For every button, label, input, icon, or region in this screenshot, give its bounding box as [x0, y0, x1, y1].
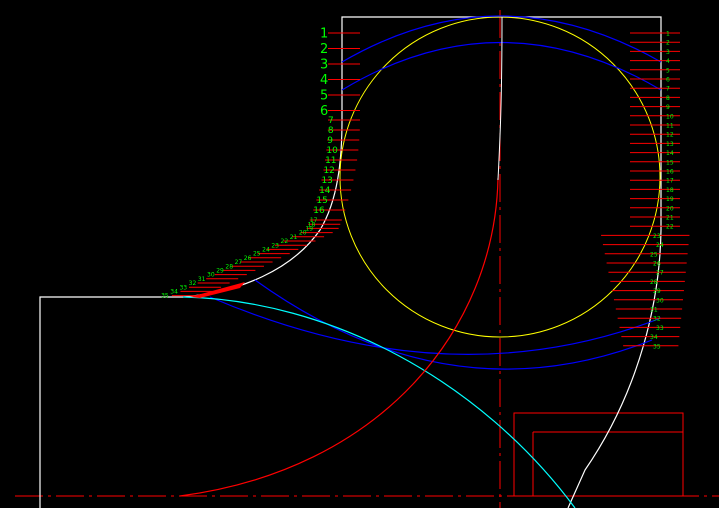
- left-label: 11: [325, 156, 336, 166]
- white-center-line: [497, 16, 503, 181]
- red-block-outer: [513, 412, 684, 497]
- right-label: 14: [666, 150, 674, 157]
- right-label-group: 1234567891011121314151617181920212223242…: [650, 31, 674, 351]
- blue-arc-second: [341, 42, 662, 91]
- left-label: 4: [320, 73, 328, 88]
- left-tick-group: [171, 32, 360, 297]
- left-label: 35: [161, 293, 169, 300]
- right-label: 5: [666, 67, 670, 74]
- right-label: 35: [653, 343, 661, 350]
- left-label: 16: [313, 206, 325, 216]
- right-label: 9: [666, 104, 670, 111]
- right-label: 31: [650, 307, 658, 314]
- left-label: 9: [327, 136, 333, 146]
- left-label: 1: [320, 27, 328, 42]
- right-label: 8: [666, 95, 670, 102]
- right-label: 4: [666, 58, 670, 65]
- blue-arc-upper: [341, 15, 662, 63]
- left-label: 20: [299, 230, 307, 237]
- right-label: 2: [666, 40, 670, 47]
- right-label: 29: [653, 288, 661, 295]
- left-label: 13: [321, 176, 332, 186]
- right-label: 18: [666, 187, 674, 194]
- right-label: 10: [666, 113, 674, 120]
- left-label: 17: [310, 217, 318, 224]
- left-label: 31: [198, 276, 206, 283]
- right-label: 21: [666, 215, 674, 222]
- left-label: 23: [271, 242, 279, 249]
- left-label: 30: [207, 272, 215, 279]
- left-label: 15: [316, 196, 327, 206]
- left-label: 28: [225, 263, 233, 270]
- left-label: 5: [320, 89, 328, 104]
- right-tick-group: [601, 32, 690, 347]
- right-label: 7: [666, 86, 670, 93]
- left-label: 18: [308, 221, 316, 228]
- left-label: 27: [235, 259, 243, 266]
- right-label: 23: [653, 233, 661, 240]
- left-label: 25: [253, 251, 261, 258]
- left-label: 7: [328, 116, 334, 126]
- yellow-circle: [339, 16, 661, 338]
- right-label: 16: [666, 169, 674, 176]
- left-label: 19: [305, 226, 313, 233]
- left-label-group: 1234567891011121314151617181920212223242…: [161, 27, 338, 300]
- right-label: 6: [666, 77, 670, 84]
- right-label: 19: [666, 196, 674, 203]
- right-label: 27: [656, 270, 664, 277]
- right-label: 20: [666, 205, 674, 212]
- right-label: 28: [650, 279, 658, 286]
- right-label: 32: [653, 316, 661, 323]
- left-label: 10: [326, 146, 338, 156]
- blue-arc-lower-2: [254, 279, 653, 370]
- left-label: 3: [320, 58, 328, 73]
- part-outline: [39, 16, 662, 508]
- left-label: 24: [262, 247, 270, 254]
- right-label: 11: [666, 123, 674, 130]
- red-profile-curve: [179, 177, 499, 497]
- right-label: 3: [666, 49, 670, 56]
- left-label: 6: [320, 104, 328, 119]
- right-label: 12: [666, 132, 674, 139]
- left-label: 33: [179, 284, 187, 291]
- red-fillet-wedge: [190, 282, 245, 298]
- right-label: 24: [656, 242, 664, 249]
- left-label: 8: [328, 126, 334, 136]
- left-label: 2: [320, 42, 328, 57]
- left-label: 34: [170, 289, 178, 296]
- left-label: 29: [216, 268, 224, 275]
- blue-arc-lower-1: [209, 296, 662, 355]
- right-label: 17: [666, 178, 674, 185]
- right-label: 30: [656, 297, 664, 304]
- right-label: 25: [650, 251, 658, 258]
- left-label: 32: [189, 280, 197, 287]
- right-label: 22: [666, 224, 674, 231]
- left-label: 22: [281, 238, 289, 245]
- left-label: 21: [290, 234, 298, 241]
- left-label: 12: [323, 166, 334, 176]
- cyan-curve: [182, 296, 576, 508]
- right-label: 34: [650, 334, 658, 341]
- right-label: 33: [656, 325, 664, 332]
- right-label: 13: [666, 141, 674, 148]
- right-label: 15: [666, 159, 674, 166]
- right-label: 1: [666, 31, 670, 38]
- left-label: 14: [319, 186, 331, 196]
- right-label: 26: [653, 261, 661, 268]
- left-label: 26: [244, 255, 252, 262]
